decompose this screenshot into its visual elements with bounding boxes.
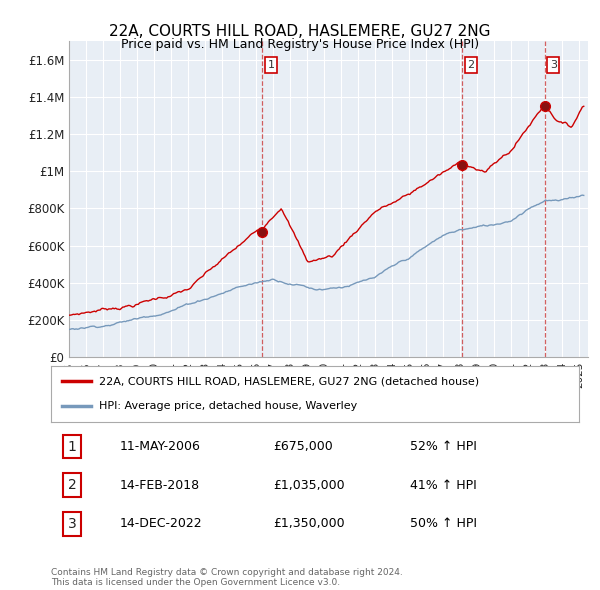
Text: HPI: Average price, detached house, Waverley: HPI: Average price, detached house, Wave… (98, 401, 357, 411)
Text: Contains HM Land Registry data © Crown copyright and database right 2024.
This d: Contains HM Land Registry data © Crown c… (51, 568, 403, 587)
Text: 3: 3 (550, 60, 557, 70)
Text: 2: 2 (467, 60, 475, 70)
Text: 22A, COURTS HILL ROAD, HASLEMERE, GU27 2NG (detached house): 22A, COURTS HILL ROAD, HASLEMERE, GU27 2… (98, 376, 479, 386)
Text: £1,035,000: £1,035,000 (273, 478, 344, 492)
Text: £1,350,000: £1,350,000 (273, 517, 344, 530)
Text: 11-MAY-2006: 11-MAY-2006 (119, 440, 200, 453)
Text: 3: 3 (68, 517, 76, 531)
Text: 2: 2 (68, 478, 76, 492)
Text: 14-FEB-2018: 14-FEB-2018 (119, 478, 200, 492)
Text: 1: 1 (268, 60, 274, 70)
Text: 50% ↑ HPI: 50% ↑ HPI (410, 517, 477, 530)
Text: 1: 1 (68, 440, 77, 454)
Text: 22A, COURTS HILL ROAD, HASLEMERE, GU27 2NG: 22A, COURTS HILL ROAD, HASLEMERE, GU27 2… (109, 24, 491, 38)
Text: £675,000: £675,000 (273, 440, 332, 453)
Text: 52% ↑ HPI: 52% ↑ HPI (410, 440, 477, 453)
Text: Price paid vs. HM Land Registry's House Price Index (HPI): Price paid vs. HM Land Registry's House … (121, 38, 479, 51)
Text: 14-DEC-2022: 14-DEC-2022 (119, 517, 202, 530)
Text: 41% ↑ HPI: 41% ↑ HPI (410, 478, 477, 492)
